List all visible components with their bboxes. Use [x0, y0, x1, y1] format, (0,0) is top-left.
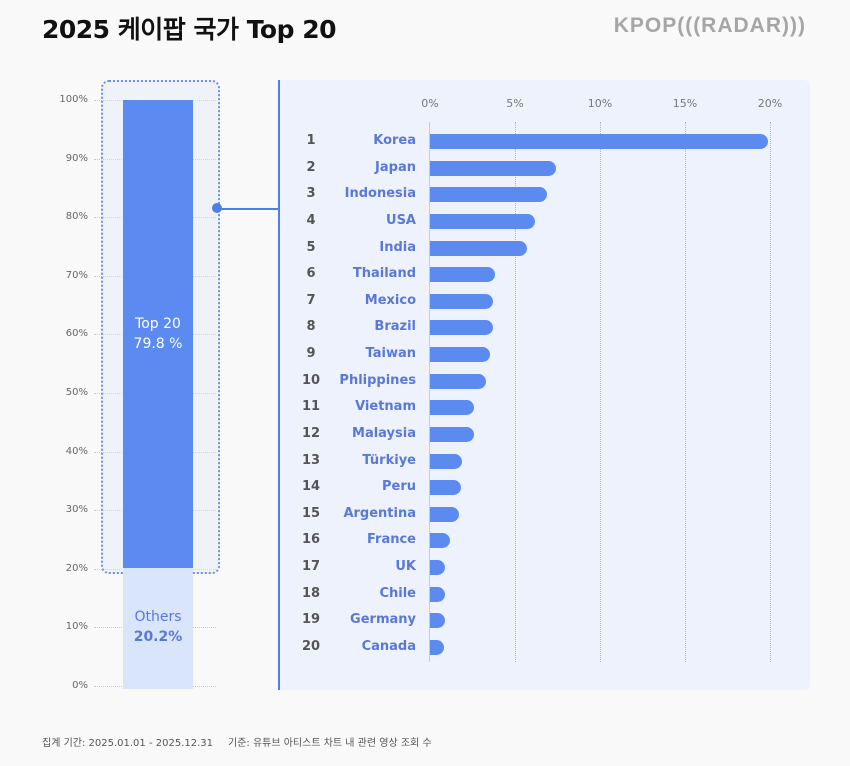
country-label: Vietnam: [355, 399, 416, 415]
country-bar: [430, 213, 536, 229]
country-label: Korea: [373, 133, 416, 148]
others-name: Others: [134, 608, 182, 625]
country-bar: [430, 293, 493, 309]
x-gridline: [600, 122, 601, 662]
x-tick-label: 0%: [421, 97, 439, 110]
bar-others: [123, 567, 193, 689]
rank-label: 13: [301, 452, 321, 468]
country-label: Chile: [379, 585, 416, 601]
top20-label: Top 20 79.8 %: [123, 314, 193, 354]
y-tick-label: 10%: [65, 621, 88, 633]
rank-label: 16: [301, 532, 321, 548]
country-label: Thailand: [352, 266, 416, 282]
country-bar: [430, 373, 487, 389]
country-bar: [430, 160, 556, 176]
kpop-radar-logo: KPOP(((RADAR))): [613, 14, 806, 37]
country-bar: [430, 453, 463, 469]
country-bar: [430, 347, 490, 363]
y-tick-label: 70%: [65, 269, 88, 281]
top20-name: Top 20: [135, 315, 181, 332]
country-label: Argentina: [343, 505, 416, 521]
rank-label: 15: [301, 505, 321, 521]
country-label: Türkiye: [362, 452, 416, 468]
x-tick-label: 10%: [587, 97, 613, 110]
rank-label: 20: [301, 638, 321, 654]
x-axis-baseline: [429, 122, 430, 662]
rank-label: 19: [301, 612, 321, 628]
others-label: Others 20.2%: [123, 607, 193, 647]
country-bar: [430, 613, 446, 629]
country-label: UK: [395, 559, 416, 575]
footer-basis: 기준: 유튜브 아티스트 차트 내 관련 영상 조회 수: [228, 738, 432, 749]
y-tick-label: 50%: [65, 387, 88, 398]
rank-label: 18: [301, 585, 321, 601]
x-tick-label: 20%: [757, 97, 783, 110]
country-label: Indonesia: [344, 186, 416, 202]
rank-label: 10: [301, 372, 321, 388]
rank-label: 14: [301, 479, 321, 495]
rank-label: 17: [301, 559, 321, 575]
country-bar: [430, 533, 451, 549]
country-bar: [430, 267, 495, 283]
y-tick-label: 80%: [65, 211, 88, 223]
rank-label: 12: [301, 425, 321, 441]
country-bar: [430, 639, 444, 655]
country-bar: [430, 426, 475, 442]
chart-title: 2025 케이팝 국가 Top 20: [42, 15, 337, 44]
y-tick-label: 60%: [65, 328, 88, 340]
country-bar: [430, 560, 446, 576]
rank-label: 4: [306, 212, 316, 228]
rank-label: 3: [306, 186, 316, 202]
rank-label: 9: [306, 346, 316, 362]
country-label: India: [379, 239, 416, 255]
footer-period: 집계 기간: 2025.01.01 - 2025.12.31: [42, 738, 214, 749]
country-label: Taiwan: [365, 346, 416, 362]
country-bar: [430, 506, 459, 522]
country-bar: [430, 240, 527, 256]
rank-label: 8: [306, 319, 316, 335]
x-gridline: [515, 122, 516, 662]
country-label: Japan: [375, 159, 416, 175]
x-tick-label: 15%: [672, 97, 698, 110]
country-bar: [430, 134, 769, 149]
country-label: Peru: [381, 479, 416, 495]
y-tick-label: 40%: [65, 445, 88, 457]
y-tick-label: 30%: [65, 504, 88, 516]
top20-value: 79.8 %: [133, 335, 183, 352]
bar-top20: [123, 100, 193, 568]
y-tick-label: 20%: [65, 562, 88, 574]
x-gridline: [685, 122, 686, 662]
country-label: USA: [386, 212, 416, 228]
country-label: Mexico: [364, 292, 416, 308]
connector-line: [217, 208, 279, 210]
country-label: Phlippines: [339, 372, 416, 388]
country-bar: [430, 320, 493, 336]
country-label: Malaysia: [352, 425, 416, 441]
country-label: Germany: [350, 612, 416, 628]
country-bar: [430, 187, 548, 203]
rank-label: 11: [301, 399, 321, 415]
others-value: 20.2%: [133, 628, 183, 645]
x-tick-label: 5%: [506, 97, 524, 110]
country-bar: [430, 400, 475, 416]
country-bar: [430, 586, 446, 602]
country-label: Brazil: [374, 319, 416, 335]
country-bar: [430, 480, 461, 496]
ranking-panel: [278, 80, 810, 690]
country-label: France: [366, 532, 416, 548]
x-gridline: [770, 122, 771, 662]
country-label: Canada: [361, 638, 416, 654]
y-tick-label: 0%: [72, 680, 88, 691]
rank-label: 2: [306, 159, 316, 175]
y-tick-label: 100%: [59, 94, 88, 105]
y-tick-label: 90%: [65, 152, 88, 164]
rank-label: 1: [306, 133, 316, 148]
rank-label: 6: [306, 266, 316, 282]
rank-label: 5: [306, 239, 316, 255]
rank-label: 7: [306, 292, 316, 308]
